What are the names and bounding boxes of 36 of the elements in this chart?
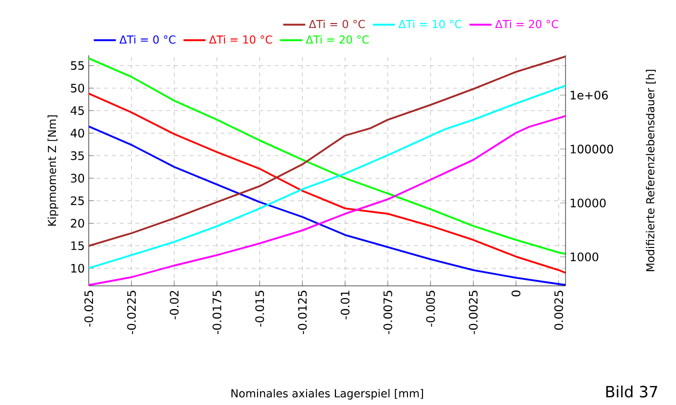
legend-label: ΔTi = 20 °C	[306, 35, 369, 44]
y-tick-label: 15	[71, 241, 84, 250]
x-axis-title: Nominales axiales Lagerspiel [mm]	[231, 388, 423, 400]
y-tick-label: 25	[70, 196, 84, 206]
x-tick-label: -0.01	[340, 290, 350, 320]
legend-label: ΔTi = 0 °C	[119, 35, 176, 44]
x-tick-label: -0.0125	[298, 290, 307, 334]
x-tick-label: -0.025	[84, 290, 94, 327]
x-tick-label: -0.015	[255, 290, 264, 327]
legend-label: ΔTi = 10 °C	[398, 20, 462, 28]
y-tick-label: 40	[70, 128, 84, 138]
y2-tick-label: 1000	[570, 252, 598, 262]
y2-tick-label: 100000	[570, 144, 614, 154]
y2-tick-label: 1e+06	[570, 90, 608, 100]
x-tick-label: -0.005	[426, 290, 435, 327]
y2-axis-title: Modifizierte Referenzlebensdauer [h]	[646, 70, 656, 272]
x-tick-label: -0.0225	[127, 290, 136, 334]
x-tick-label: -0.0075	[383, 290, 392, 334]
y-tick-label: 10	[71, 264, 84, 273]
text: Bild 37	[606, 386, 658, 398]
x-tick-label: 0.0025	[554, 290, 564, 330]
y-tick-label: 30	[70, 174, 84, 183]
legend-label: ΔTi = 10 °C	[209, 35, 272, 44]
x-tick-label: -0.02	[170, 290, 179, 320]
y2-tick-label: 10000	[570, 198, 606, 208]
legend-label: ΔTi = 0 °C	[308, 20, 365, 28]
y-tick-label: 50	[70, 84, 84, 92]
x-tick-label: -0.0175	[212, 290, 222, 334]
y-tick-label: 55	[70, 61, 84, 70]
y-tick-label: 35	[70, 151, 84, 160]
y-axis-title: Kippmoment Z [Nm]	[48, 115, 58, 226]
x-tick-label: 0	[512, 290, 520, 296]
y-tick-label: 45	[70, 106, 84, 115]
legend-label: ΔTi = 20 °C	[495, 20, 558, 28]
x-tick-label: -0.0025	[468, 290, 478, 334]
y-tick-label: 20	[70, 218, 84, 228]
